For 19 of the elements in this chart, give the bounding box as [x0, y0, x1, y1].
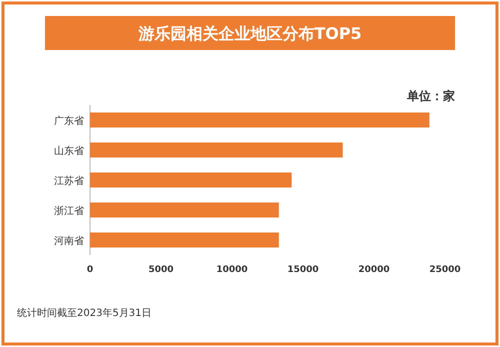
- x-tick-label: 5000: [148, 265, 174, 275]
- chart-title: 游乐园相关企业地区分布TOP5: [137, 24, 362, 43]
- bar: [90, 112, 430, 128]
- chart-subtitle: 单位：家: [406, 89, 455, 103]
- x-tick-label: 0: [86, 265, 94, 275]
- y-tick-label: 浙江省: [54, 205, 84, 217]
- x-tick-label: 25000: [429, 265, 461, 275]
- bar: [90, 232, 279, 248]
- text: 统计时间截至2023年5月31日: [17, 307, 152, 319]
- bar: [90, 142, 343, 158]
- y-tick-label: 山东省: [54, 145, 84, 157]
- x-tick-label: 15000: [287, 265, 319, 275]
- y-tick-label: 广东省: [54, 115, 84, 127]
- y-tick-label: 江苏省: [54, 175, 84, 187]
- x-tick-label: 20000: [358, 265, 390, 275]
- bar: [90, 172, 292, 188]
- y-tick-label: 河南省: [54, 235, 84, 247]
- bar: [90, 202, 279, 218]
- x-tick-label: 10000: [216, 265, 248, 275]
